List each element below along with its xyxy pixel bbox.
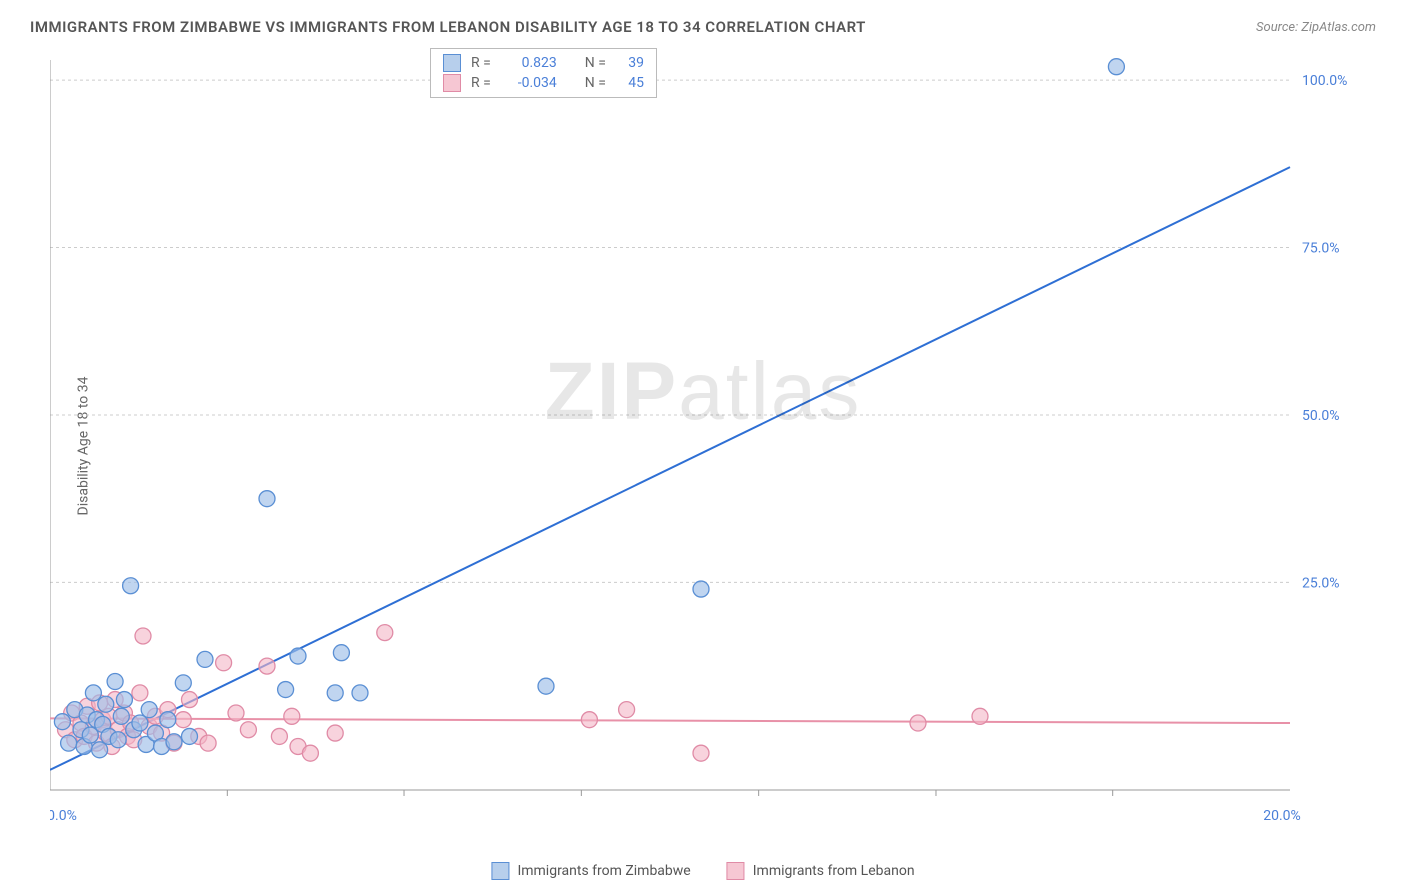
stat-r-label: R = — [471, 55, 491, 71]
svg-text:75.0%: 75.0% — [1302, 241, 1340, 257]
svg-text:50.0%: 50.0% — [1302, 408, 1340, 424]
swatch-icon — [491, 862, 509, 880]
svg-text:0.0%: 0.0% — [50, 808, 77, 824]
stats-box: R = 0.823 N = 39 R = -0.034 N = 45 — [430, 48, 657, 98]
stats-row-zimbabwe: R = 0.823 N = 39 — [443, 53, 644, 73]
chart-svg: 25.0% 50.0% 75.0% 100.0% 0.0% 20.0% — [50, 50, 1370, 830]
chart-title: IMMIGRANTS FROM ZIMBABWE VS IMMIGRANTS F… — [30, 18, 866, 36]
legend-label: Immigrants from Zimbabwe — [517, 863, 690, 879]
legend: Immigrants from Zimbabwe Immigrants from… — [491, 862, 914, 880]
svg-text:20.0%: 20.0% — [1263, 808, 1301, 824]
stat-n-value: 39 — [616, 55, 644, 71]
legend-item-zimbabwe: Immigrants from Zimbabwe — [491, 862, 690, 880]
stat-n-label: N = — [585, 55, 606, 71]
stat-r-value: -0.034 — [501, 75, 557, 91]
swatch-icon — [727, 862, 745, 880]
stats-row-lebanon: R = -0.034 N = 45 — [443, 73, 644, 93]
svg-text:100.0%: 100.0% — [1302, 73, 1347, 89]
scatter-plot: 25.0% 50.0% 75.0% 100.0% 0.0% 20.0% — [50, 50, 1370, 830]
legend-item-lebanon: Immigrants from Lebanon — [727, 862, 915, 880]
swatch-icon — [443, 74, 461, 92]
stat-r-label: R = — [471, 75, 491, 91]
svg-text:25.0%: 25.0% — [1302, 575, 1340, 591]
stat-n-value: 45 — [616, 75, 644, 91]
swatch-icon — [443, 54, 461, 72]
stat-r-value: 0.823 — [501, 55, 557, 71]
source-label: Source: ZipAtlas.com — [1256, 20, 1376, 35]
legend-label: Immigrants from Lebanon — [753, 863, 915, 879]
stat-n-label: N = — [585, 75, 606, 91]
